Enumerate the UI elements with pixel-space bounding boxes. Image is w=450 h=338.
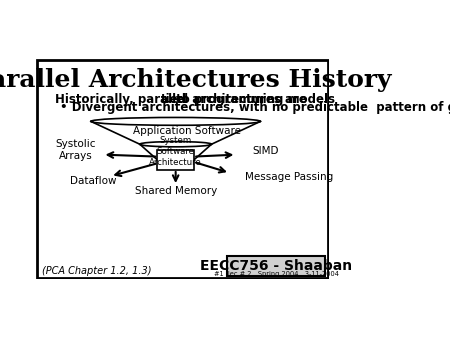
Text: • Divergent architectures, with no predictable  pattern of growth.: • Divergent architectures, with no predi… (60, 101, 450, 114)
Text: SIMD: SIMD (252, 146, 279, 156)
Text: Historically, parallel architectures are: Historically, parallel architectures are (55, 93, 311, 106)
Text: Message Passing: Message Passing (245, 172, 334, 182)
FancyBboxPatch shape (158, 150, 194, 170)
FancyBboxPatch shape (37, 60, 328, 278)
Text: to programming models: to programming models (172, 93, 335, 106)
Text: Parallel Architectures History: Parallel Architectures History (0, 68, 392, 92)
Text: (PCA Chapter 1.2, 1.3): (PCA Chapter 1.2, 1.3) (42, 266, 151, 276)
Ellipse shape (140, 142, 211, 147)
FancyBboxPatch shape (227, 257, 325, 276)
Text: System
Software
Architecture: System Software Architecture (149, 136, 202, 167)
Ellipse shape (158, 158, 194, 162)
Text: tied: tied (161, 93, 187, 106)
Text: Application Software: Application Software (133, 125, 241, 136)
Text: #1  lec # 2   Spring 2004   3-11-2004: #1 lec # 2 Spring 2004 3-11-2004 (214, 271, 339, 277)
Text: EECC756 - Shaaban: EECC756 - Shaaban (200, 259, 352, 272)
Text: Systolic
Arrays: Systolic Arrays (56, 139, 96, 161)
Text: Shared Memory: Shared Memory (135, 186, 217, 195)
Text: Dataflow: Dataflow (70, 176, 116, 186)
